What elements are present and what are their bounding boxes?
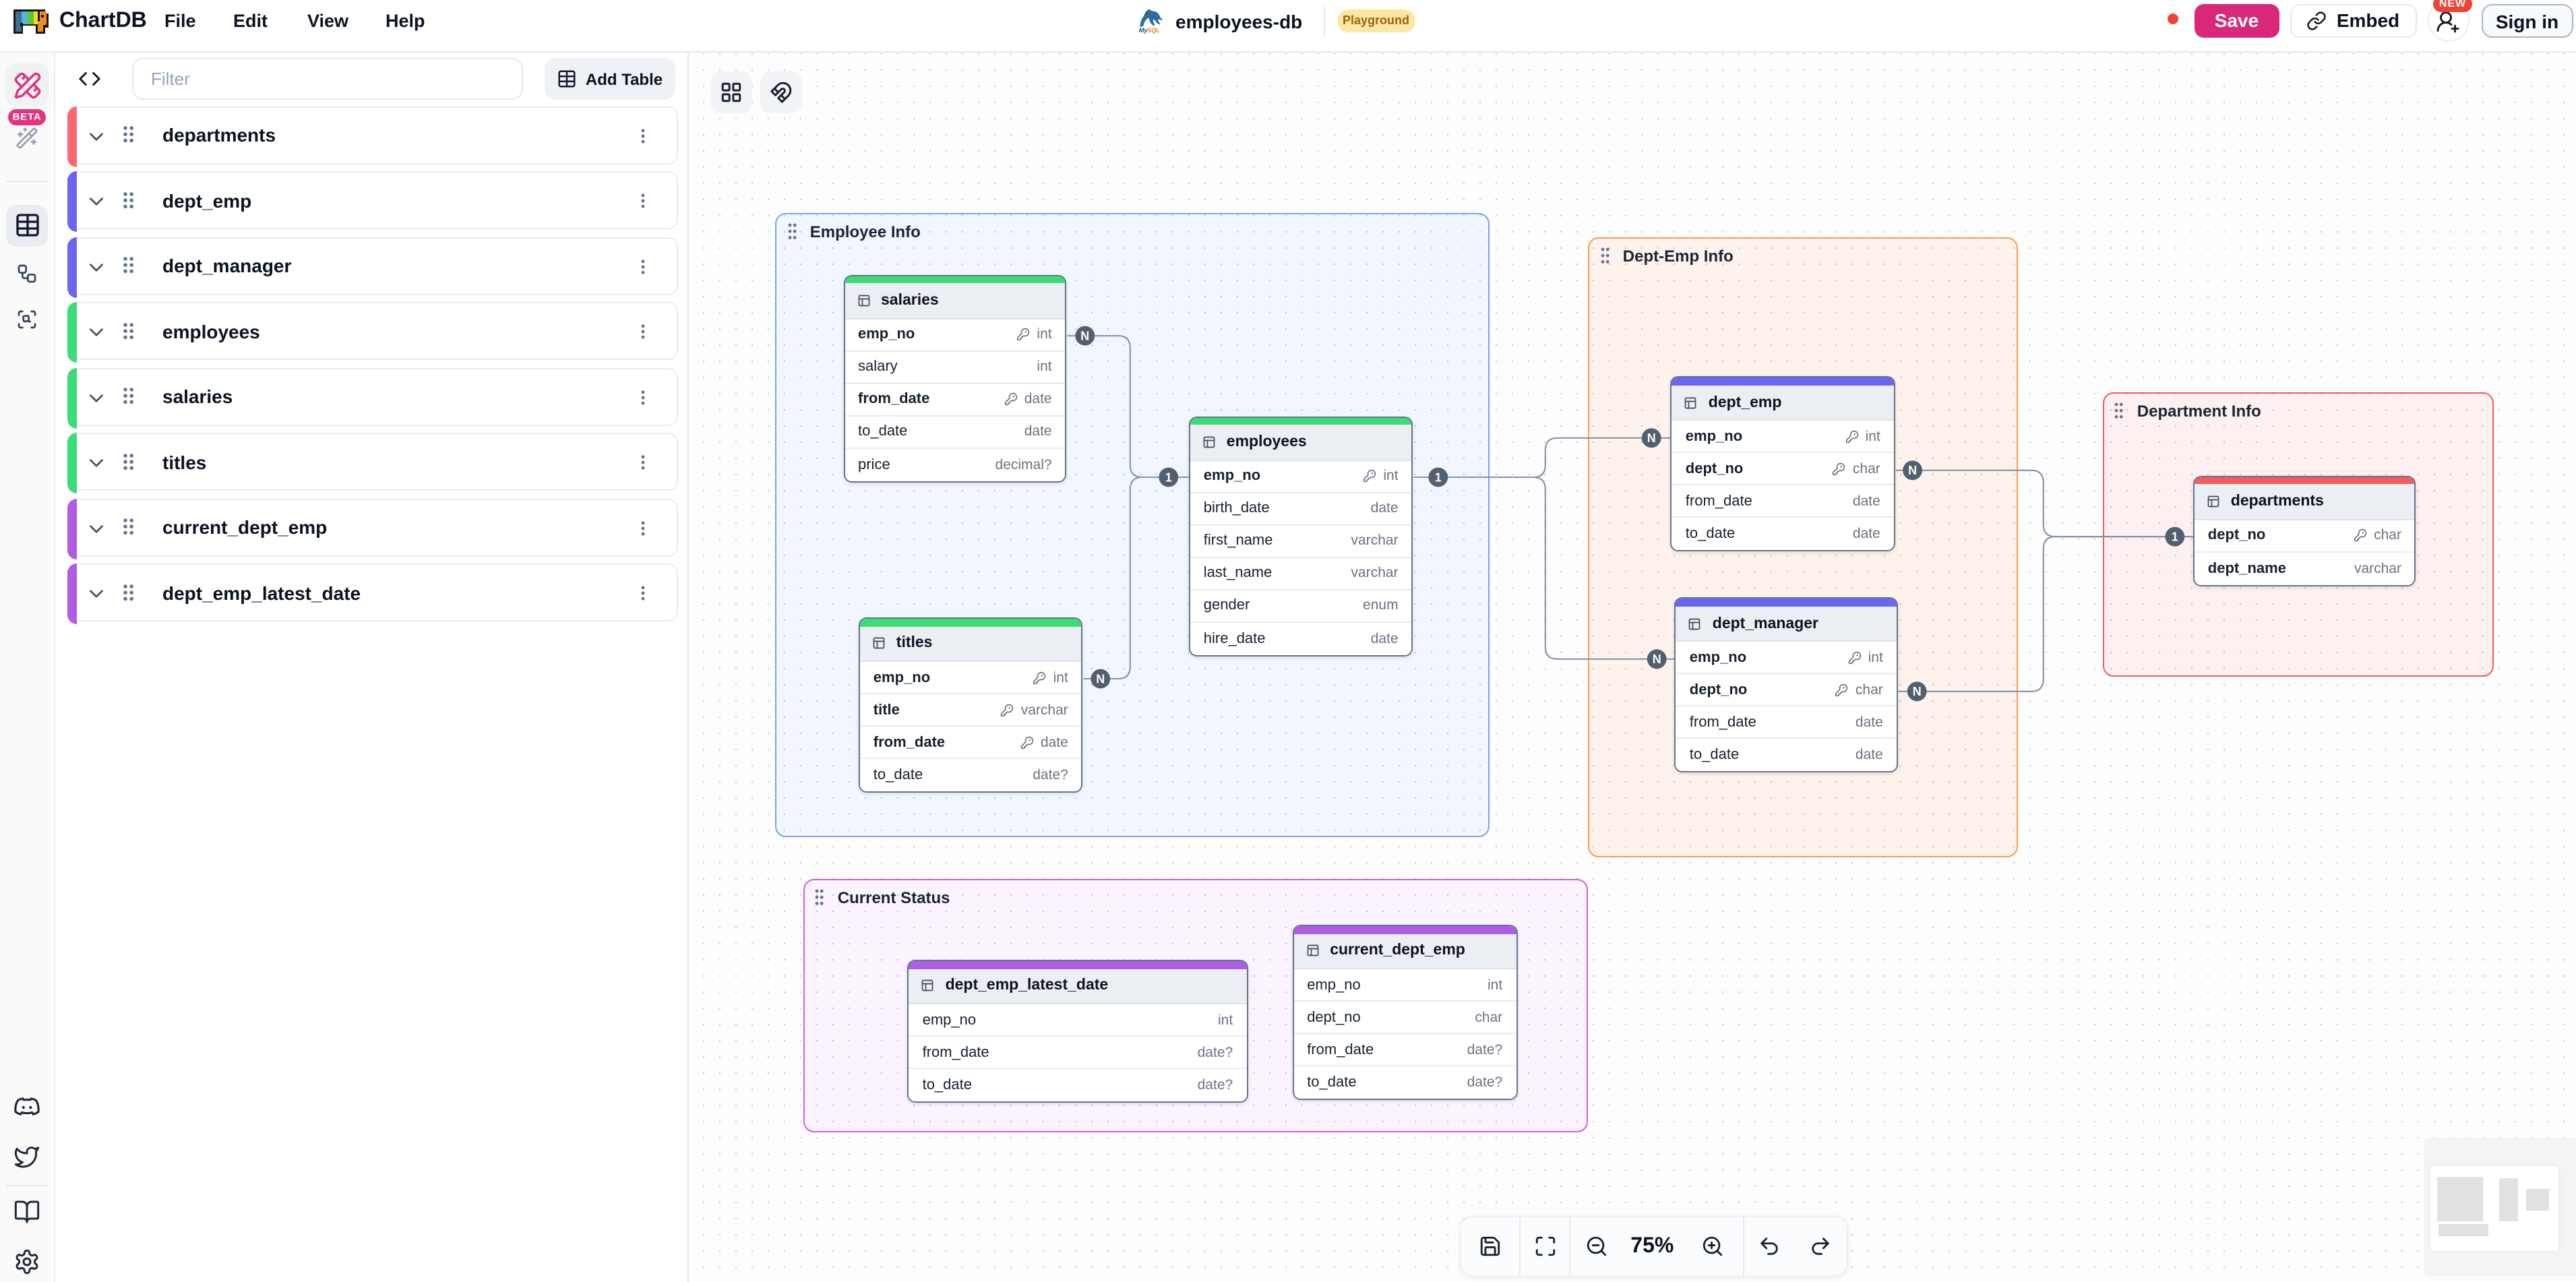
svg-text:SQL: SQL [1147,27,1160,34]
svg-text:1: 1 [2171,530,2178,544]
svg-text:1: 1 [1165,470,1171,484]
svg-text:N: N [1652,652,1661,666]
svg-text:N: N [1095,672,1104,685]
svg-text:N: N [1912,685,1921,698]
svg-text:N: N [1907,464,1916,477]
svg-text:N: N [1080,330,1088,343]
svg-text:1: 1 [1434,470,1441,484]
svg-text:My: My [1139,27,1148,34]
svg-text:N: N [1647,431,1655,445]
